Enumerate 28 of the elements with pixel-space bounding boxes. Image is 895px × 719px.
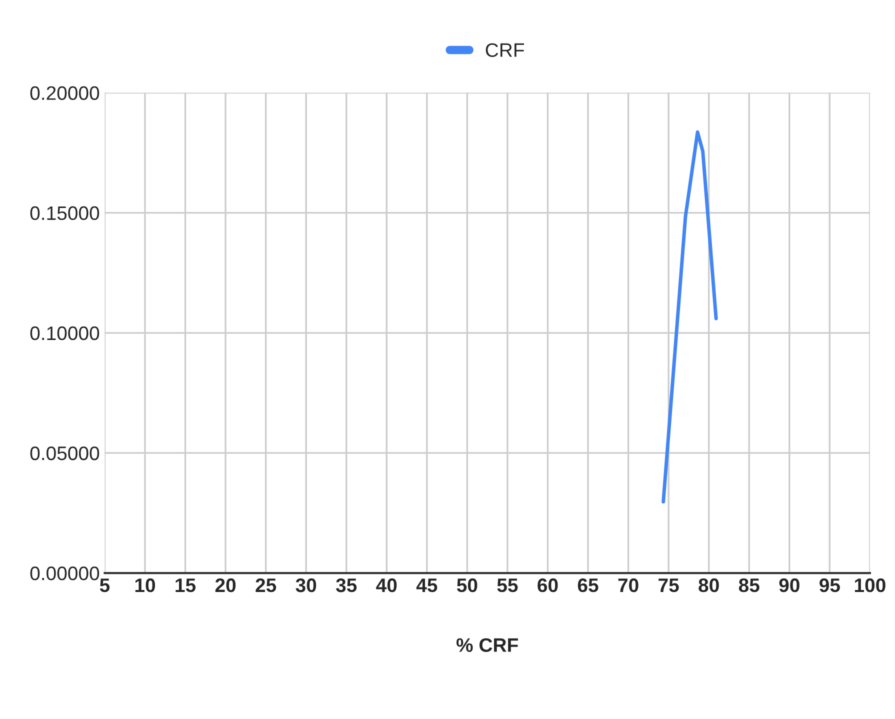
x-tick-label: 40 xyxy=(376,578,397,592)
x-tick-label: 65 xyxy=(578,578,598,592)
x-tick-label: 35 xyxy=(336,578,357,592)
x-tick-label: 10 xyxy=(135,578,156,592)
x-tick-label: 80 xyxy=(698,578,719,592)
x-tick-label: 75 xyxy=(658,578,679,592)
x-tick-label: 15 xyxy=(176,578,196,592)
x-tick-label: 60 xyxy=(538,578,558,592)
x-tick-label: 5 xyxy=(100,578,110,592)
x-tick-label: 90 xyxy=(779,578,800,592)
y-tick-label: 0.20000 xyxy=(30,86,100,100)
x-tick-label: 45 xyxy=(416,578,438,592)
x-axis-title: % CRF xyxy=(456,638,518,652)
x-tick-label: 25 xyxy=(256,578,276,592)
legend-label: CRF xyxy=(486,43,524,57)
x-tick-label: 70 xyxy=(618,578,638,592)
x-tick-label: 50 xyxy=(456,578,478,592)
x-tick-label: 85 xyxy=(738,578,760,592)
line-series xyxy=(662,130,718,504)
y-tick-label: 0.15000 xyxy=(30,206,100,220)
x-tick-label: 100 xyxy=(854,578,886,592)
y-tick-label: 0.05000 xyxy=(30,446,100,460)
x-tick-label: 20 xyxy=(215,578,236,592)
x-tick-label: 95 xyxy=(820,578,840,592)
y-tick-label: 0.00000 xyxy=(30,566,100,580)
x-tick-label: 55 xyxy=(497,578,518,592)
y-tick-label: 0.10000 xyxy=(30,326,100,340)
x-tick-label: 30 xyxy=(296,578,316,592)
